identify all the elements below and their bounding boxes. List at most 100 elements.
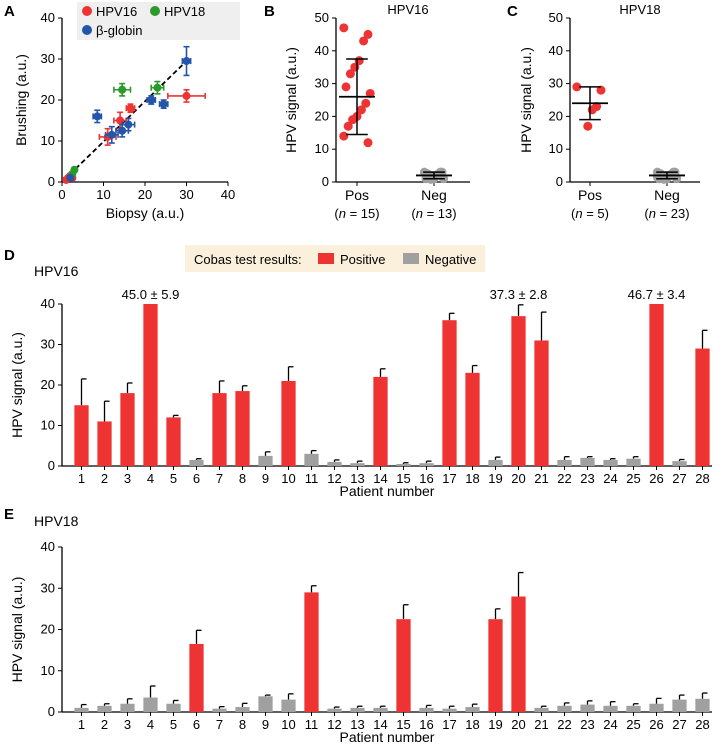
x-tick-label: 19 (488, 717, 502, 732)
legend-marker-1 (150, 6, 160, 16)
y-axis-label: HPV signal (a.u.) (9, 332, 25, 438)
x-tick-label: 26 (649, 471, 663, 486)
bar-2 (97, 421, 112, 466)
y-tick-label: 40 (41, 539, 55, 554)
bar-24 (603, 705, 618, 712)
bar-22 (557, 705, 572, 712)
bar-27 (672, 699, 687, 712)
y-tick-label: 0 (48, 704, 55, 719)
y-tick-label: 30 (549, 76, 563, 91)
x-tick-label: 12 (327, 471, 341, 486)
bar-3 (120, 393, 135, 466)
bar-6 (189, 459, 204, 466)
bar-26 (649, 703, 664, 712)
x-tick-label: 4 (147, 717, 154, 732)
x-tick-label: 18 (465, 717, 479, 732)
x-tick-label: 2 (101, 471, 108, 486)
legend-label-negative: Negative (425, 252, 476, 267)
bar-15 (396, 463, 411, 466)
y-tick-label: 30 (41, 337, 55, 352)
group-n-label: (n = 13) (411, 206, 456, 221)
data-point (343, 121, 353, 131)
data-point (339, 131, 349, 141)
x-tick-label: 23 (580, 471, 594, 486)
data-point (118, 85, 127, 94)
legend-label-0: HPV16 (96, 4, 137, 19)
x-tick-label: 1 (78, 717, 85, 732)
data-point (153, 83, 162, 92)
y-tick-label: 40 (549, 43, 563, 58)
data-point (596, 85, 606, 95)
x-tick-label: 11 (305, 471, 319, 486)
group-n-label: (n = 23) (644, 206, 689, 221)
x-tick-label: 7 (216, 471, 223, 486)
bar-1 (74, 707, 89, 712)
bar-12 (327, 708, 342, 712)
group-n-label: (n = 15) (334, 206, 379, 221)
y-tick-label: 50 (315, 10, 329, 25)
x-axis-label: Patient number (340, 729, 435, 745)
x-tick-label: 9 (262, 717, 269, 732)
bar-21 (534, 707, 549, 712)
bar-1 (74, 405, 89, 466)
data-point (572, 82, 582, 92)
data-point (359, 36, 369, 46)
y-tick-label: 30 (41, 580, 55, 595)
x-tick-label: 22 (557, 717, 571, 732)
bar-4 (143, 697, 158, 712)
x-tick-label: 30 (179, 187, 193, 202)
panel-letter-b: B (264, 3, 275, 20)
data-point (587, 105, 597, 115)
bar-13 (350, 707, 365, 712)
bar-annotation: 45.0 ± 5.9 (122, 287, 180, 302)
x-tick-label: 20 (511, 717, 525, 732)
panel-title: HPV18 (619, 2, 660, 17)
bar-annotation: 46.7 ± 3.4 (628, 287, 686, 302)
bar-25 (626, 458, 641, 466)
y-tick-label: 20 (315, 108, 329, 123)
x-tick-label: 40 (221, 187, 235, 202)
bar-9 (258, 696, 273, 712)
bar-17 (442, 320, 457, 466)
bar-10 (281, 699, 296, 712)
panel-c: 0 10 20 30 40 50 HPV signal (a.u.) HPV18 Pos (n =… (518, 2, 700, 221)
x-tick-label: 19 (488, 471, 502, 486)
x-tick-label: 18 (465, 471, 479, 486)
y-tick-label: 0 (556, 174, 563, 189)
data-point (118, 126, 127, 135)
x-axis-label: Patient number (340, 483, 435, 499)
data-point (93, 112, 102, 121)
x-tick-label: 8 (239, 471, 246, 486)
bar-4 (143, 304, 158, 466)
bar-13 (350, 463, 365, 466)
x-tick-label: 20 (511, 471, 525, 486)
bar-8 (235, 391, 250, 466)
bar-25 (626, 705, 641, 712)
data-point (341, 82, 351, 92)
y-tick-label: 40 (41, 10, 55, 25)
group-label: Neg (421, 187, 447, 203)
x-tick-label: 1 (78, 471, 85, 486)
x-tick-label: 13 (350, 717, 364, 732)
x-tick-label: 27 (672, 471, 686, 486)
bar-23 (580, 704, 595, 712)
x-tick-label: 10 (96, 187, 110, 202)
x-tick-label: 9 (262, 471, 269, 486)
bar-18 (465, 372, 480, 466)
x-tick-label: 12 (327, 717, 341, 732)
bar-20 (511, 316, 526, 466)
legend-label-positive: Positive (340, 252, 386, 267)
bar-19 (488, 459, 503, 466)
data-point (361, 98, 371, 108)
data-point (652, 172, 662, 182)
panel-b: 0 10 20 30 40 50 HPV signal (a.u.) HPV16 Pos (n =… (283, 2, 470, 221)
y-tick-label: 20 (41, 377, 55, 392)
x-tick-label: 10 (281, 471, 295, 486)
data-point (363, 138, 373, 148)
bar-14 (373, 376, 388, 466)
panel-letter-c: C (507, 3, 518, 20)
y-tick-label: 0 (48, 458, 55, 473)
group-n-label: (n = 5) (571, 206, 609, 221)
x-tick-label: 28 (695, 471, 709, 486)
bar-19 (488, 619, 503, 712)
